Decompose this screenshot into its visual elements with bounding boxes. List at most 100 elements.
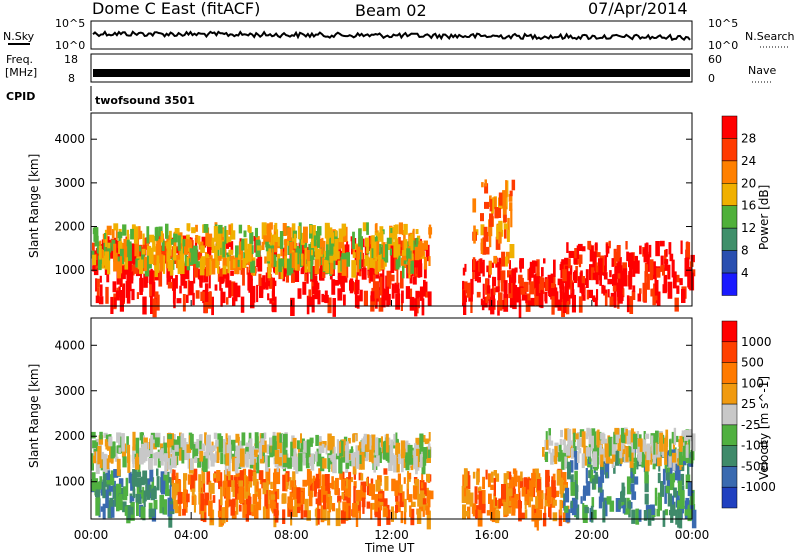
heatmap-cell — [303, 226, 308, 243]
heatmap-cell — [306, 510, 311, 521]
heatmap-cell — [679, 435, 683, 452]
heatmap-cell — [165, 223, 169, 239]
heatmap-cell — [114, 456, 119, 462]
heatmap-cell — [542, 512, 547, 527]
heatmap-cell — [488, 219, 493, 237]
heatmap-cell — [300, 232, 305, 245]
heatmap-cell — [383, 440, 388, 454]
heatmap-cell — [148, 450, 153, 461]
heatmap-cell — [352, 451, 357, 459]
heatmap-cell — [511, 497, 516, 516]
heatmap-cell — [366, 222, 369, 235]
heatmap-cell — [408, 472, 412, 480]
heatmap-cell — [275, 238, 280, 249]
heatmap-cell — [423, 256, 428, 270]
heatmap-cell — [91, 453, 94, 471]
heatmap-cell — [503, 223, 508, 230]
heatmap-cell — [402, 491, 405, 502]
heatmap-cell — [691, 509, 697, 529]
heatmap-cell — [562, 472, 567, 486]
heatmap-cell — [169, 477, 172, 487]
heatmap-cell — [300, 504, 304, 520]
heatmap-cell — [345, 478, 348, 489]
heatmap-cell — [470, 296, 473, 313]
heatmap-cell — [150, 434, 154, 446]
heatmap-cell — [118, 432, 122, 450]
heatmap-cell — [346, 503, 349, 521]
heatmap-cell — [607, 278, 613, 285]
heatmap-cell — [526, 478, 532, 490]
cpid-label: CPID — [6, 90, 35, 103]
heatmap-cell — [498, 192, 503, 206]
heatmap-cell — [278, 457, 282, 466]
heatmap-cell — [654, 280, 659, 296]
heatmap-cell — [644, 447, 648, 455]
heatmap-cell — [386, 296, 390, 307]
heatmap-cell — [498, 292, 503, 311]
heatmap-cell — [256, 284, 259, 303]
heatmap-cell — [164, 455, 168, 475]
heatmap-cell — [300, 433, 302, 444]
heatmap-cell — [605, 472, 608, 479]
heatmap-cell — [280, 258, 285, 267]
heatmap-cell — [115, 290, 120, 301]
heatmap-cell — [182, 508, 186, 516]
heatmap-cell — [493, 255, 498, 264]
heatmap-cell — [178, 445, 182, 461]
heatmap-cell — [118, 487, 124, 500]
heatmap-cell — [671, 259, 675, 278]
x-tick-label: 20:00 — [575, 528, 610, 542]
colorbar-tick-label: 20 — [741, 176, 756, 190]
heatmap-cell — [654, 487, 658, 506]
heatmap-cell — [193, 448, 199, 457]
heatmap-cell — [186, 294, 189, 303]
heatmap-cell — [151, 281, 156, 297]
heatmap-cell — [332, 503, 336, 512]
heatmap-cell — [332, 298, 336, 317]
heatmap-cell — [154, 437, 160, 448]
heatmap-cell — [641, 439, 645, 455]
heatmap-cell — [237, 259, 240, 275]
heatmap-cell — [588, 432, 592, 448]
heatmap-cell — [142, 233, 145, 245]
heatmap-cell — [580, 496, 583, 504]
heatmap-cell — [116, 432, 120, 443]
heatmap-cell — [631, 440, 634, 451]
nsky-label: N.Sky — [3, 30, 35, 43]
heatmap-cell — [289, 491, 293, 498]
heatmap-cell — [242, 267, 245, 286]
heatmap-cell — [222, 480, 226, 497]
heatmap-cell — [226, 236, 232, 243]
heatmap-cell — [401, 456, 404, 473]
heatmap-cell — [542, 447, 545, 457]
heatmap-cell — [631, 509, 636, 524]
heatmap-cell — [585, 433, 589, 440]
heatmap-cell — [334, 239, 339, 256]
heatmap-cell — [139, 432, 142, 441]
heatmap-cell — [287, 227, 292, 242]
heatmap-cell — [639, 434, 642, 441]
heatmap-cell — [572, 450, 578, 458]
heatmap-cell — [625, 429, 628, 436]
heatmap-cell — [110, 499, 115, 518]
heatmap-cell — [486, 285, 491, 294]
heatmap-cell — [127, 505, 131, 521]
heatmap-cell — [142, 470, 148, 484]
heatmap-cell — [519, 261, 522, 273]
heatmap-cell — [189, 433, 194, 449]
heatmap-cell — [351, 457, 356, 467]
heatmap-cell — [464, 281, 468, 290]
heatmap-cell — [224, 500, 229, 518]
heatmap-cell — [221, 507, 226, 524]
heatmap-cell — [486, 289, 491, 301]
heatmap-cell — [167, 433, 173, 440]
heatmap-cell — [371, 446, 374, 464]
heatmap-cell — [513, 470, 518, 487]
heatmap-cell — [395, 505, 398, 513]
heatmap-cell — [258, 470, 262, 480]
heatmap-cell — [673, 427, 677, 445]
heatmap-cell — [156, 476, 160, 491]
heatmap-cell — [191, 227, 196, 234]
heatmap-cell — [502, 190, 507, 209]
heatmap-cell — [103, 240, 107, 259]
